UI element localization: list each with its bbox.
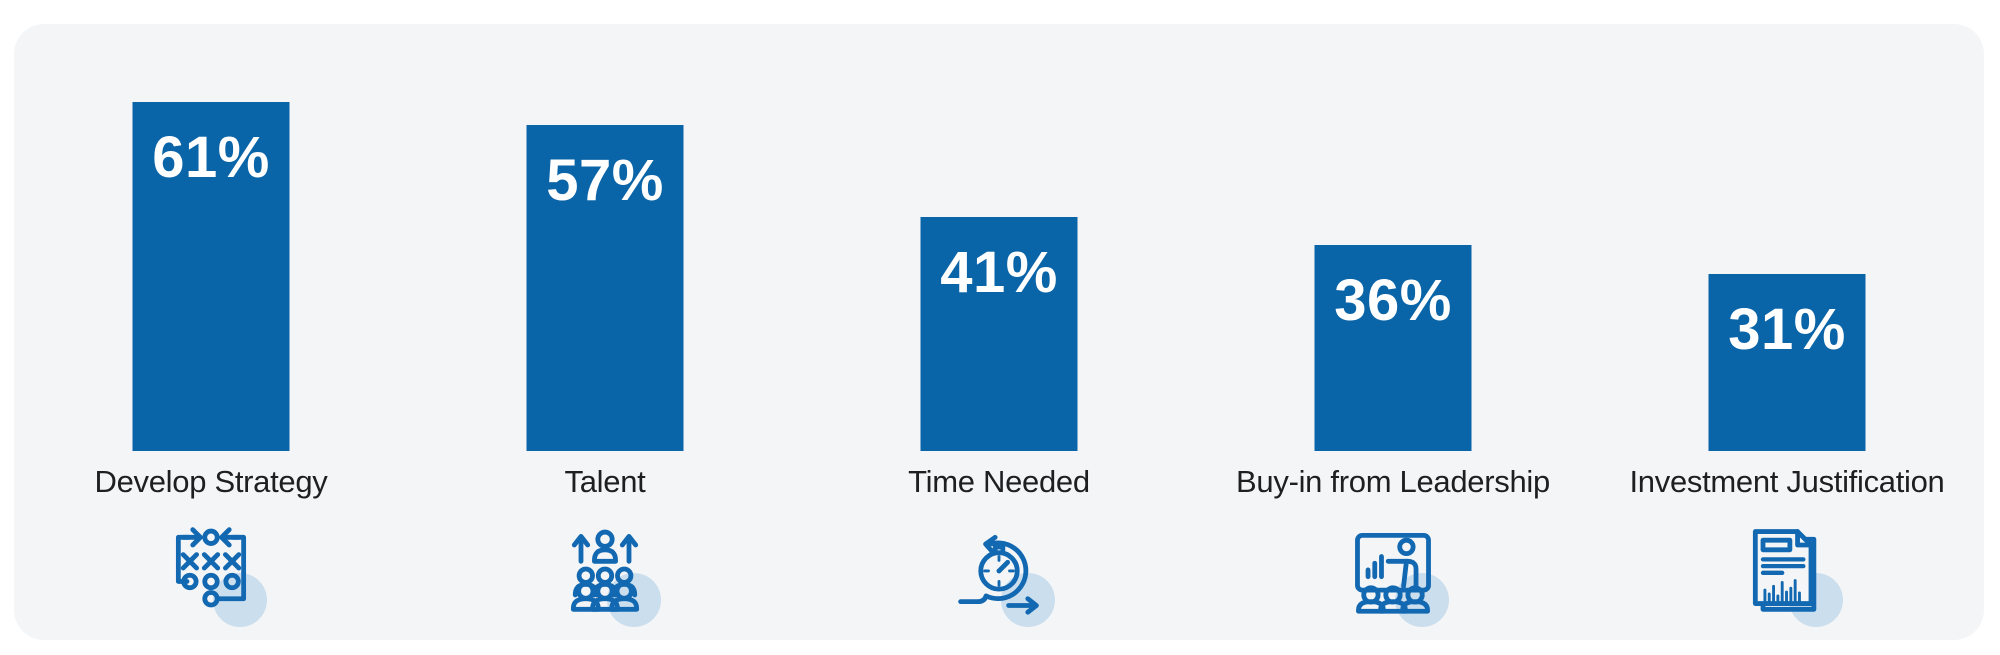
talent-growth-icon <box>557 521 661 627</box>
category-label: Develop Strategy <box>94 464 328 499</box>
investment-report-icon <box>1739 521 1843 627</box>
bar-time-needed: 41% <box>920 216 1078 451</box>
talent-growth-icon-svg <box>570 529 640 612</box>
bar-buy-in-from-leadership: 36% <box>1314 245 1472 451</box>
bar-talent: 57% <box>526 125 684 451</box>
bar-group-talent: 57% Talent <box>408 24 802 640</box>
bar-develop-strategy: 61% <box>132 102 290 451</box>
leadership-presentation-icon-svg <box>1355 533 1431 614</box>
value-label: 61% <box>152 125 270 191</box>
chart-card: 61% Develop Strategy <box>14 24 1984 640</box>
value-label: 57% <box>546 148 664 213</box>
time-sprint-icon <box>951 521 1055 627</box>
category-label: Investment Justification <box>1629 464 1945 499</box>
category-label: Talent <box>564 464 646 499</box>
leadership-presentation-icon <box>1345 521 1449 627</box>
category-label: Time Needed <box>908 464 1090 499</box>
bar-group-investment-justification: 31% Investment Justification <box>1590 24 1984 640</box>
investment-report-icon-svg <box>1752 529 1817 612</box>
value-label: 41% <box>940 239 1058 305</box>
bar-group-develop-strategy: 61% Develop Strategy <box>14 24 408 640</box>
bar-chart: 61% Develop Strategy <box>14 24 1984 640</box>
value-label: 31% <box>1728 296 1846 362</box>
strategy-playbook-icon <box>163 521 267 627</box>
bar-group-time-needed: 41% Time Needed <box>802 24 1196 640</box>
category-label: Buy-in from Leadership <box>1236 464 1550 499</box>
bar-investment-justification: 31% <box>1708 273 1866 451</box>
strategy-playbook-icon-svg <box>175 527 247 608</box>
time-sprint-icon-svg <box>958 534 1039 615</box>
bar-group-buy-in-from-leadership: 36% Buy-in from Leadership <box>1196 24 1590 640</box>
value-label: 36% <box>1334 268 1452 334</box>
